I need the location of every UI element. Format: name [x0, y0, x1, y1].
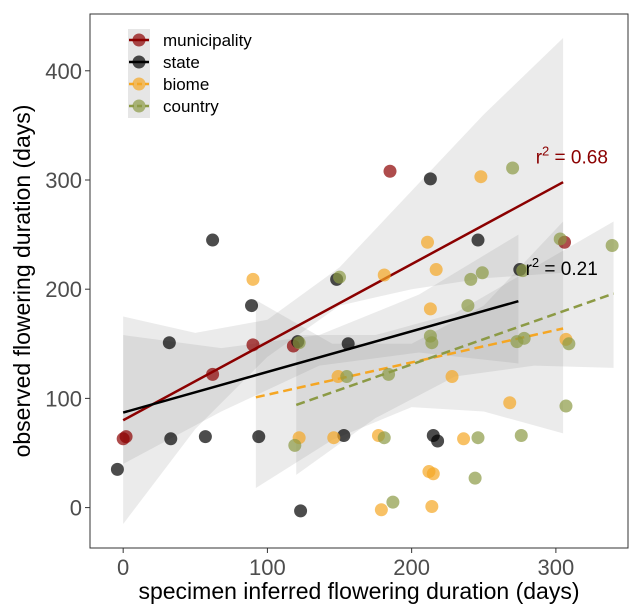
y-axis-ticks: 0 100 200 300 400: [45, 59, 90, 521]
confidence-band-biome: [255, 221, 564, 488]
legend-label-municipality: municipality: [163, 31, 252, 50]
point-state: [423, 172, 437, 186]
x-tick-label: 100: [249, 555, 286, 580]
legend-key-background: [128, 29, 150, 118]
point-biome: [425, 500, 439, 514]
point-country: [288, 438, 302, 452]
y-tick-label: 400: [45, 59, 82, 84]
point-country: [553, 232, 567, 246]
point-municipality: [383, 164, 397, 178]
point-country: [386, 495, 400, 509]
point-country: [559, 399, 573, 413]
point-state: [471, 233, 485, 247]
point-country: [382, 367, 396, 381]
fit-line-municipality: [122, 181, 564, 422]
confidence-band-state: [123, 234, 519, 464]
point-country: [562, 337, 576, 351]
y-tick-label: 200: [45, 277, 82, 302]
x-tick-label: 0: [117, 555, 129, 580]
point-biome: [445, 370, 459, 384]
y-tick-label: 100: [45, 386, 82, 411]
point-country: [475, 266, 489, 280]
fit-line-biome: [255, 327, 564, 399]
point-biome: [423, 302, 437, 316]
point-country: [292, 336, 306, 350]
fit-line-state: [122, 299, 519, 414]
point-country: [471, 431, 485, 445]
point-state: [198, 430, 212, 444]
point-country: [340, 370, 354, 384]
point-state: [245, 299, 259, 313]
r-squared-label: r2 = 0.21: [526, 255, 598, 280]
point-country: [605, 239, 619, 253]
r-squared-annotations: r2 = 0.68 r2 = 0.21: [526, 144, 608, 280]
point-country: [464, 272, 478, 286]
point-country: [461, 299, 475, 313]
r-squared-label: r2 = 0.68: [536, 144, 608, 169]
point-state: [252, 430, 266, 444]
point-biome: [421, 235, 435, 249]
point-biome: [457, 432, 471, 446]
point-state: [341, 337, 355, 351]
plot-panel-border: [89, 13, 629, 549]
point-biome: [426, 467, 440, 481]
point-municipality: [246, 338, 260, 352]
point-state: [337, 429, 351, 443]
point-biome: [374, 503, 388, 517]
point-country: [425, 336, 439, 350]
point-country: [516, 264, 530, 278]
y-tick-label: 300: [45, 168, 82, 193]
point-municipality: [206, 367, 220, 381]
point-country: [506, 161, 520, 175]
fit-line-country: [295, 292, 614, 407]
fit-lines: [122, 181, 614, 422]
point-country: [333, 270, 347, 284]
y-axis-title: observed flowering duration (days): [9, 105, 35, 458]
point-biome: [429, 263, 443, 277]
point-state: [162, 336, 176, 350]
point-country: [517, 331, 531, 345]
point-state: [164, 432, 178, 446]
x-tick-label: 300: [538, 555, 575, 580]
x-axis-ticks: 0 100 200 300: [117, 548, 574, 580]
point-biome: [474, 170, 488, 184]
point-biome: [246, 272, 260, 286]
data-points: [110, 161, 619, 518]
point-state: [294, 504, 308, 518]
x-axis-title: specimen inferred flowering duration (da…: [138, 578, 579, 604]
point-state: [431, 434, 445, 448]
legend-label-biome: biome: [163, 75, 209, 94]
point-state: [206, 233, 220, 247]
legend-label-state: state: [163, 53, 200, 72]
point-country: [377, 431, 391, 445]
point-biome: [377, 268, 391, 282]
legend-label-country: country: [163, 97, 219, 116]
y-tick-label: 0: [70, 496, 82, 521]
point-biome: [327, 431, 341, 445]
legend: municipality state biome country: [128, 29, 252, 118]
point-country: [514, 429, 528, 443]
point-country: [468, 471, 482, 485]
point-municipality: [119, 430, 133, 444]
point-biome: [503, 396, 517, 410]
point-state: [110, 462, 124, 476]
x-tick-label: 200: [393, 555, 430, 580]
